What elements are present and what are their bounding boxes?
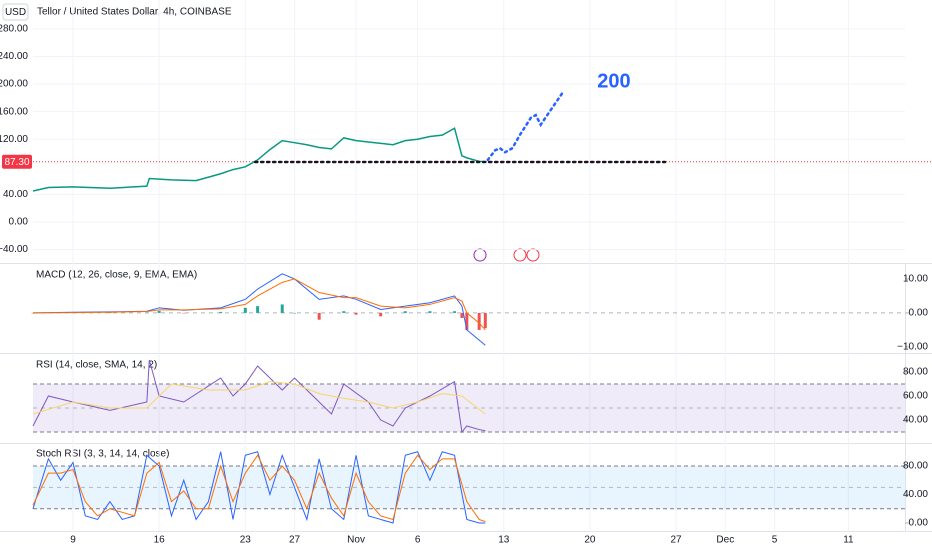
histogram-bar [483, 312, 487, 329]
y-tick-label: 240.00 [0, 51, 28, 62]
x-tick-label: 27 [289, 535, 301, 546]
indicator-line [32, 273, 486, 346]
y-tick-label: 200.00 [0, 79, 28, 90]
histogram-bar [280, 304, 284, 313]
indicator-line [32, 381, 486, 415]
histogram-bar [460, 312, 464, 319]
histogram-bar [182, 312, 186, 314]
y-tick-label: 40.00 [903, 489, 928, 500]
indicator-line [32, 454, 486, 523]
histogram-bar [403, 311, 407, 313]
y-tick-label: 40.00 [903, 415, 928, 426]
histogram-bar [379, 312, 383, 317]
histogram-bar [342, 311, 346, 313]
x-tick-label: 5 [772, 535, 778, 546]
x-tick-label: 9 [70, 535, 76, 546]
y-tick-label: 80.00 [903, 461, 928, 472]
histogram-bar [243, 307, 247, 313]
pane-title: MACD (12, 26, close, 9, EMA, EMA) [36, 270, 197, 281]
x-tick-label: 16 [154, 535, 166, 546]
histogram-bar [31, 312, 35, 314]
histogram-bar [477, 312, 481, 330]
x-tick-label: 20 [584, 535, 596, 546]
y-tick-label: 0.00 [909, 518, 929, 529]
y-tick-label: 0.00 [9, 217, 29, 228]
x-tick-label: 27 [671, 535, 683, 546]
y-tick-label: 60.00 [903, 391, 928, 402]
y-tick-label: 40.00 [3, 189, 28, 200]
annotation: 200 [597, 70, 630, 92]
histogram-bar [145, 312, 149, 314]
y-tick-label: 160.00 [0, 106, 28, 117]
y-tick-label: −40.00 [0, 244, 28, 255]
histogram-bar [428, 311, 432, 313]
chart-title: Tellor / United States Dollar, 4h, COINB… [37, 7, 232, 18]
y-tick-label: 120.00 [0, 134, 28, 145]
x-tick-label: 6 [415, 535, 421, 546]
event-icon[interactable] [473, 248, 487, 262]
x-tick-label: Nov [347, 535, 365, 546]
x-tick-label: 11 [843, 535, 854, 546]
histogram-bar [293, 312, 297, 314]
last-price-label: 87.30 [4, 157, 29, 168]
x-tick-label: Dec [716, 535, 734, 546]
indicator-line [32, 359, 486, 434]
y-tick-label: −10.00 [897, 342, 928, 353]
pane-title: RSI (14, close, SMA, 14, 2) [36, 360, 157, 371]
pane-title: Stoch RSI (3, 3, 14, 14, close) [36, 449, 169, 460]
event-icon[interactable] [513, 248, 527, 262]
indicator-line [32, 278, 486, 331]
x-tick-label: 23 [240, 535, 252, 546]
y-tick-label: 10.00 [903, 274, 928, 285]
y-tick-label: 280.00 [0, 24, 28, 35]
histogram-bar [354, 312, 358, 315]
y-tick-label: 80.00 [903, 367, 928, 378]
histogram-bar [453, 311, 457, 313]
histogram-bar [317, 312, 321, 320]
price-line [32, 127, 486, 192]
projection-line [486, 91, 565, 162]
histogram-bar [108, 312, 112, 314]
histogram-bar [256, 306, 260, 313]
y-tick-label: 0.00 [909, 308, 929, 319]
event-icon[interactable] [526, 248, 540, 262]
x-tick-label: 13 [498, 535, 510, 546]
histogram-bar [157, 310, 161, 313]
currency: USD [5, 7, 26, 18]
indicator-line [32, 451, 486, 524]
currency-box[interactable] [2, 3, 29, 21]
last-price-box [2, 154, 32, 169]
histogram-bar [465, 312, 469, 330]
histogram-bar [219, 311, 223, 313]
